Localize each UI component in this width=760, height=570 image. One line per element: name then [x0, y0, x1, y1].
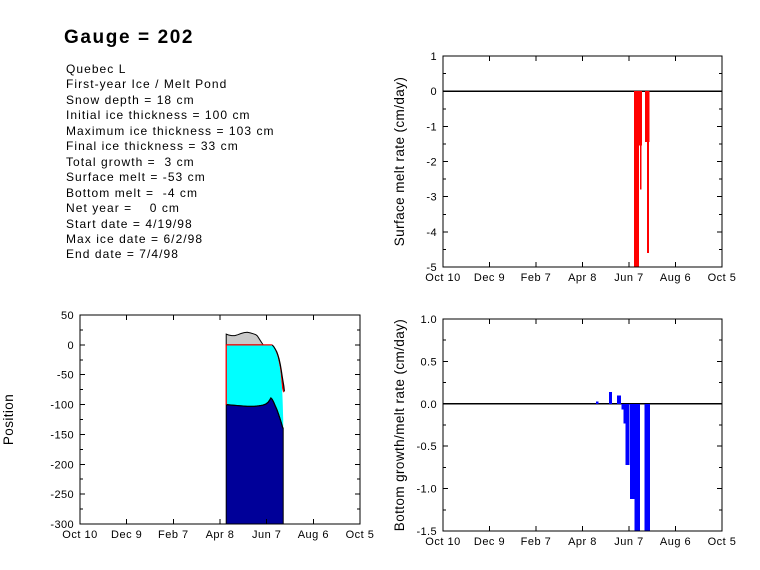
- x-tick-label: Apr 8: [568, 272, 597, 284]
- info-line: Surface melt = -53 cm: [66, 170, 206, 185]
- water-area: [225, 397, 284, 525]
- y-tick-label: -2: [426, 157, 437, 169]
- bottom-growth-bar: [634, 403, 641, 531]
- x-tick-label: Oct 10: [425, 536, 460, 548]
- y-tick-label: 0: [67, 340, 74, 352]
- info-line: Snow depth = 18 cm: [66, 92, 195, 107]
- x-tick-label: Oct 5: [708, 536, 737, 548]
- y-tick-label: -5: [426, 262, 437, 274]
- bottom-growth-bar: [623, 403, 626, 424]
- info-line: Max ice date = 6/2/98: [66, 231, 204, 246]
- x-tick-label: Aug 6: [660, 536, 691, 548]
- x-tick-label: Feb 7: [158, 529, 189, 541]
- plot-box: [79, 314, 361, 525]
- surface-marker-line: [225, 344, 273, 405]
- bottom-growth-bar: [644, 403, 650, 531]
- y-tick-label: 50: [61, 310, 74, 322]
- x-tick-label: Apr 8: [568, 536, 597, 548]
- position-chart: Oct 10 Dec 9 Feb 7 Apr 8 Jun 7 Aug 6 Oct 5 50 0 -…: [1, 310, 374, 541]
- surface-melt-bar: [640, 91, 642, 190]
- y-tick-label: -50: [57, 370, 74, 382]
- page-title: Gauge = 202: [64, 27, 195, 48]
- y-tick-label: -1.0: [416, 484, 437, 496]
- x-tick-label: Oct 10: [425, 272, 460, 284]
- surface-melt-bar: [634, 91, 639, 267]
- x-tick-label: Dec 9: [474, 536, 505, 548]
- surface-melt-bar: [647, 91, 649, 253]
- info-line: Quebec L: [66, 62, 127, 76]
- y-tick-label: -3: [426, 192, 437, 204]
- x-tick-label: Oct 10: [62, 529, 97, 541]
- y-tick-label: -150: [50, 429, 74, 441]
- info-line: End date = 7/4/98: [66, 247, 179, 262]
- surface-outline: [271, 344, 285, 392]
- plot-box: [442, 55, 723, 268]
- y-tick-label: 0.0: [421, 399, 438, 411]
- info-line: First-year Ice / Melt Pond: [66, 77, 228, 92]
- bottom-melt-chart: Oct 10 Dec 9 Feb 7 Apr 8 Jun 7 Aug 6 Oct 5 1.0 0…: [392, 314, 736, 548]
- y-tick-label: -100: [50, 400, 74, 412]
- x-tick-label: Apr 8: [206, 529, 235, 541]
- x-tick-label: Oct 5: [708, 272, 737, 284]
- y-tick-label: 0: [430, 86, 437, 98]
- x-tick-label: Oct 5: [346, 529, 375, 541]
- info-line: Net year = 0 cm: [66, 201, 180, 216]
- x-tick-label: Feb 7: [521, 272, 552, 284]
- bottom-growth-bar: [617, 395, 621, 404]
- info-line: Initial ice thickness = 100 cm: [66, 108, 251, 123]
- y-tick-label: -4: [426, 227, 437, 239]
- x-tick-label: Feb 7: [521, 536, 552, 548]
- ice-bottom-outline: [226, 397, 284, 429]
- info-line: Total growth = 3 cm: [66, 154, 195, 169]
- y-axis-title: Surface melt rate (cm/day): [392, 77, 407, 246]
- y-axis-title: Position: [1, 394, 16, 445]
- melt-pond-area: [272, 344, 285, 393]
- y-tick-label: -200: [50, 459, 74, 471]
- y-tick-label: -1.5: [416, 526, 437, 538]
- x-tick-label: Aug 6: [660, 272, 691, 284]
- bottom-growth-bar: [596, 401, 599, 404]
- info-line: Maximum ice thickness = 103 cm: [66, 123, 275, 138]
- y-tick-label: -300: [50, 519, 74, 531]
- plot-box: [442, 318, 723, 532]
- x-tick-label: Jun 7: [614, 272, 643, 284]
- bottom-growth-bar: [625, 403, 630, 465]
- y-tick-label: 1.0: [421, 314, 438, 326]
- x-tick-label: Dec 9: [111, 529, 142, 541]
- surface-melt-chart: Oct 10 Dec 9 Feb 7 Apr 8 Jun 7 Aug 6 Oct 5 1 0 -1…: [392, 51, 736, 284]
- x-tick-label: Dec 9: [474, 272, 505, 284]
- x-tick-label: Aug 6: [298, 529, 329, 541]
- gauge-info-block: Quebec L First-year Ice / Melt Pond Snow d…: [66, 62, 275, 263]
- info-line: Bottom melt = -4 cm: [66, 185, 199, 200]
- info-line: Final ice thickness = 33 cm: [66, 139, 239, 154]
- info-line: Start date = 4/19/98: [66, 216, 193, 231]
- y-tick-label: 0.5: [421, 356, 438, 368]
- y-tick-label: -0.5: [416, 441, 437, 453]
- snow-area: [225, 331, 265, 346]
- bottom-growth-bar: [609, 391, 612, 404]
- bottom-growth-bar: [621, 403, 624, 410]
- y-axis-title: Bottom growth/melt rate (cm/day): [392, 319, 407, 531]
- y-tick-label: -1: [426, 121, 437, 133]
- y-tick-label: 1: [430, 51, 437, 63]
- x-tick-label: Jun 7: [252, 529, 281, 541]
- y-tick-label: -250: [50, 489, 74, 501]
- bottom-growth-bar: [629, 403, 635, 499]
- x-tick-label: Jun 7: [614, 536, 643, 548]
